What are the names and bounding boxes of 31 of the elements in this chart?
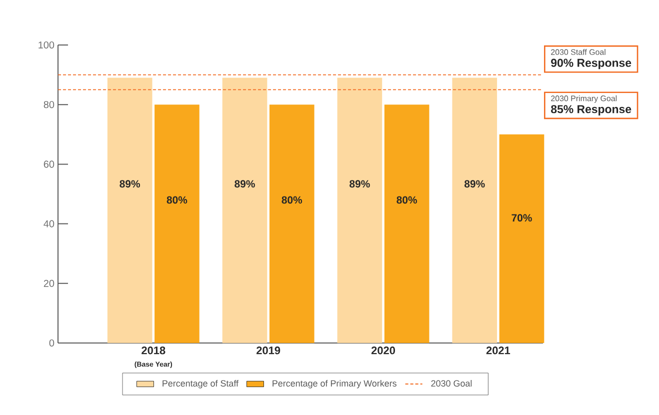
y-tick-label: 40 [44, 220, 54, 228]
data-label: 70% [512, 214, 532, 222]
bar [222, 78, 268, 343]
y-tick-label: 0 [49, 339, 54, 347]
data-label: 89% [120, 180, 140, 188]
legend-label: Percentage of Primary Workers [272, 380, 396, 388]
x-tick-label: 2019 [256, 346, 280, 354]
text: 85% Response [551, 105, 632, 116]
text: 2030 Goal [431, 380, 472, 387]
text: 90% Response [551, 58, 632, 70]
x-tick-label: 2021 [486, 346, 510, 354]
data-label: 80% [282, 196, 302, 204]
bar [452, 78, 498, 343]
data-label: 89% [464, 180, 485, 188]
bar [384, 104, 430, 343]
data-label: 80% [166, 196, 188, 204]
legend-label: Percentage of Staff [162, 380, 239, 388]
data-label: 89% [350, 180, 370, 188]
data-label: 80% [396, 196, 417, 204]
data-label: 89% [234, 180, 255, 188]
y-tick-label: 20 [44, 280, 54, 287]
bar [269, 104, 314, 343]
y-tick-label: 100 [38, 41, 54, 49]
bar [107, 78, 152, 343]
bar [499, 134, 544, 343]
bar [154, 104, 200, 343]
bar [337, 78, 382, 343]
x-tick-label: 2018 [142, 346, 166, 354]
y-tick-label: 80 [44, 101, 54, 108]
x-tick-label: 2020 [371, 346, 395, 354]
y-tick-label: 60 [44, 160, 54, 168]
